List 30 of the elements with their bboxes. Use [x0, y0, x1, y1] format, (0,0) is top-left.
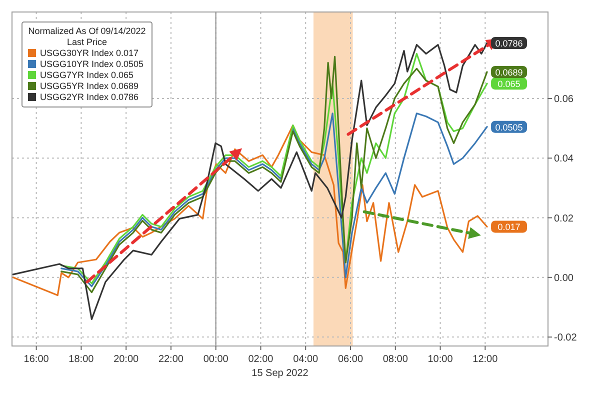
data-label: 0.0689	[495, 67, 523, 78]
y-tick-label: 0.04	[554, 154, 574, 165]
y-tick-label: 0.06	[554, 94, 574, 105]
data-label: 0.065	[498, 79, 520, 90]
x-tick-label: 04:00	[293, 354, 319, 365]
x-tick-label: 08:00	[382, 354, 408, 365]
x-tick-label: 16:00	[24, 354, 50, 365]
legend-label: USGG30YR Index 0.017	[40, 48, 139, 58]
y-tick-label: 0.00	[554, 272, 574, 284]
x-tick-label: 20:00	[114, 354, 140, 365]
x-tick-label: 22:00	[158, 354, 184, 365]
legend-label: USGG5YR Index 0.0689	[40, 81, 139, 91]
data-label: 0.0786	[495, 38, 523, 49]
x-tick-label: 10:00	[428, 354, 454, 365]
legend-label: USGG10YR Index 0.0505	[40, 59, 144, 69]
legend-label: USGG2YR Index 0.0786	[40, 92, 139, 102]
y-tick-label: -0.02	[554, 332, 578, 344]
legend-label: USGG7YR Index 0.065	[40, 70, 134, 80]
x-tick-label: 02:00	[248, 354, 274, 365]
x-tick-label: 12:00	[472, 354, 498, 365]
line-series	[12, 124, 488, 296]
data-label: 0.017	[498, 222, 520, 232]
data-label: 0.0505	[495, 122, 523, 132]
x-tick-label: 06:00	[338, 354, 364, 365]
x-tick-label: 00:00	[203, 354, 229, 365]
x-axis-title: 15 Sep 2022	[252, 368, 309, 379]
line-series	[60, 112, 488, 288]
y-tick-label: 0.02	[554, 213, 574, 224]
x-tick-label: 18:00	[68, 354, 94, 365]
legend-title: Normalized As Of 09/14/2022 Last Price	[28, 26, 146, 47]
